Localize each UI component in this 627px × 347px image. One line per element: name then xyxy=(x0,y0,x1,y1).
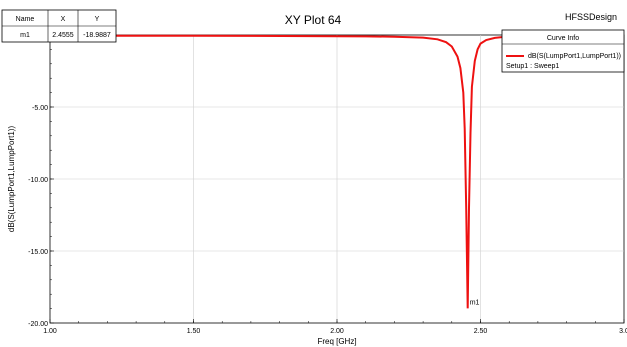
x-tick-label: 2.00 xyxy=(330,328,344,335)
app-label: HFSSDesign xyxy=(565,12,617,22)
x-axis-label: Freq [GHz] xyxy=(317,337,356,346)
marker-label[interactable]: m1 xyxy=(470,299,480,306)
axis-ticks: 1.00 1.50 2.00 2.50 3.0 -5.00 -10.00 -15.00 -20.… xyxy=(28,49,627,335)
y-tick-label: -20.00 xyxy=(28,321,48,328)
table-header-x: X xyxy=(61,16,66,23)
table-header-name: Name xyxy=(16,16,35,23)
legend[interactable]: Curve Info dB(S(LumpPort1,LumpPort1)) Se… xyxy=(501,29,625,73)
table-cell-x: 2.4555 xyxy=(52,32,74,39)
x-tick-label: 2.50 xyxy=(474,328,488,335)
y-tick-label: -5.00 xyxy=(32,105,48,112)
table-header-y: Y xyxy=(95,16,100,23)
y-tick-label: -15.00 xyxy=(28,249,48,256)
x-tick-label: 3.0 xyxy=(619,328,627,335)
series-line[interactable] xyxy=(50,34,624,309)
legend-title: Curve Info xyxy=(547,35,579,42)
grid xyxy=(50,35,624,323)
table-cell-name: m1 xyxy=(20,32,30,39)
legend-setup-label: Setup1 : Sweep1 xyxy=(506,63,559,70)
chart-title: XY Plot 64 xyxy=(285,13,342,27)
x-tick-label: 1.00 xyxy=(43,328,57,335)
table-cell-y: -18.9887 xyxy=(83,32,111,39)
x-tick-label: 1.50 xyxy=(187,328,201,335)
legend-series-label: dB(S(LumpPort1,LumpPort1)) xyxy=(528,53,621,60)
marker-table: Name X Y m1 2.4555 -18.9887 xyxy=(1,9,117,43)
y-axis-label: dB(S(LumpPort1,LumpPort1)) xyxy=(7,126,16,233)
y-tick-label: -10.00 xyxy=(28,177,48,184)
